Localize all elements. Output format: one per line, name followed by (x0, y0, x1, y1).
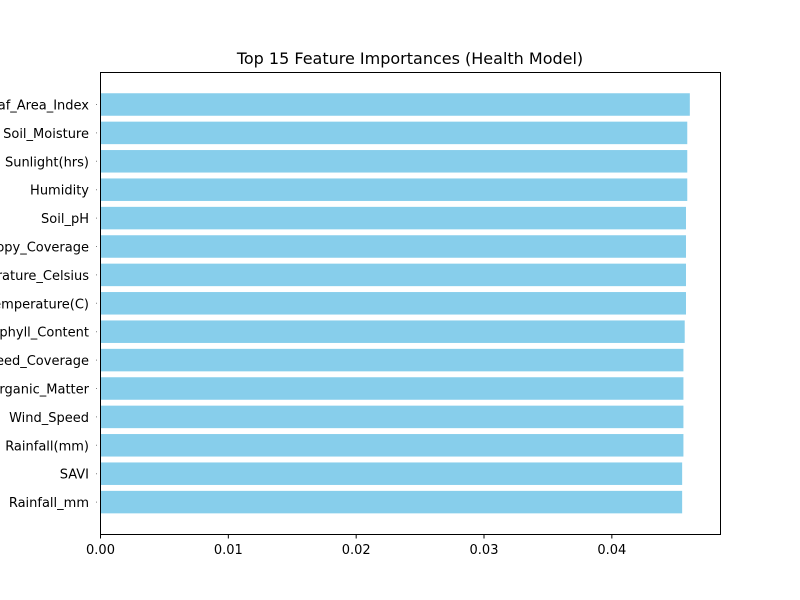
bar (100, 121, 688, 145)
y-tick-label: Temperature_Celsius (0, 269, 89, 284)
y-tick-label: Temperature(C) (0, 297, 89, 312)
bar (100, 462, 683, 485)
x-tick-label: 0.04 (597, 543, 626, 558)
bar (100, 206, 686, 230)
plot-frame (100, 72, 721, 535)
y-tick-label: Sunlight(hrs) (5, 155, 89, 170)
bar (100, 405, 684, 429)
y-tick-label: Soil_pH (41, 212, 89, 227)
bar (100, 377, 684, 400)
y-tick-label: Wind_Speed (9, 411, 89, 426)
x-axis-ticks: 0.00 0.01 0.02 0.03 0.04 (86, 534, 626, 558)
y-tick-label: Chlorophyll_Content (0, 326, 89, 341)
bar (100, 263, 686, 287)
x-tick-label: 0.00 (86, 543, 115, 558)
y-tick-label: SAVI (60, 468, 89, 483)
bar (100, 490, 683, 514)
bar (100, 178, 688, 201)
y-tick-label: Canopy_Coverage (0, 241, 89, 256)
y-tick-label: Rainfall(mm) (5, 439, 89, 454)
x-tick-label: 0.01 (214, 543, 243, 558)
y-tick-label: Soil_Moisture (3, 127, 89, 142)
x-tick-label: 0.02 (342, 543, 371, 558)
y-tick-label: Organic_Matter (0, 383, 90, 398)
bars-layer (100, 93, 690, 514)
bar (100, 320, 685, 343)
y-tick-labels: Leaf_Area_Index Soil_Moisture Sunlight(hrs… (0, 99, 97, 511)
bar (100, 93, 690, 116)
bar (100, 150, 688, 173)
y-tick-label: Weed_Coverage (0, 354, 89, 369)
bar (100, 235, 686, 258)
y-tick-label: Leaf_Area_Index (0, 99, 89, 114)
x-tick-label: 0.03 (470, 543, 499, 558)
y-tick-label: Humidity (30, 184, 89, 199)
bar (100, 292, 686, 315)
bar (100, 348, 684, 372)
chart-title: Top 15 Feature Importances (Health Model… (236, 49, 583, 68)
y-tick-label: Rainfall_mm (9, 496, 89, 511)
bar (100, 434, 684, 457)
